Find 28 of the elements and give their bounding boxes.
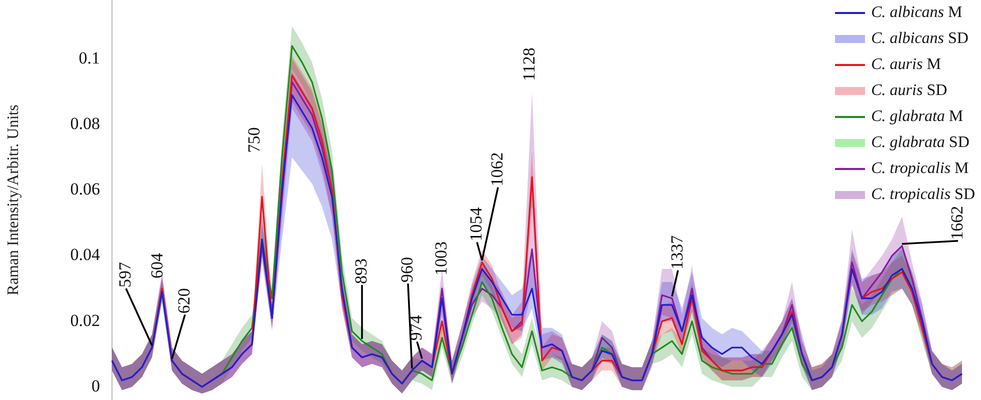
y-tick-label: 0.04 (70, 245, 100, 264)
annotation: 960 (397, 256, 416, 282)
annotation: 1054 (466, 206, 486, 242)
annotation: 1337 (667, 234, 686, 270)
y-tick-label: 0.02 (70, 310, 100, 330)
y-axis-title: Raman Intensity/Arbitr. Units (4, 104, 22, 296)
legend-label: C. albicans M (871, 3, 962, 23)
annotation: 893 (351, 258, 370, 284)
annotation: 1662 (947, 206, 966, 240)
annotation: 1003 (431, 242, 450, 276)
annotation: 974 (406, 314, 426, 341)
annotation: 604 (147, 252, 166, 279)
y-tick-label: 0.08 (70, 114, 100, 134)
legend-label: C. tropicalis M (871, 159, 969, 179)
y-tick-label: 0.1 (78, 48, 100, 68)
legend-label: C. glabrata SD (871, 133, 970, 153)
legend-label: C. tropicalis SD (871, 186, 975, 203)
annotation: 1128 (519, 48, 538, 82)
legend-label: C. auris M (871, 55, 941, 75)
annotation: 1062 (487, 152, 506, 186)
annotation: 620 (174, 288, 194, 314)
legend-label: C. glabrata M (871, 107, 964, 127)
annotation: 597 (115, 262, 134, 288)
annotation: 750 (244, 127, 264, 153)
y-tick-label: 0 (92, 376, 100, 396)
legend-label: C. auris SD (871, 81, 948, 101)
legend-label: C. albicans SD (871, 29, 968, 49)
y-tick-label: 0.06 (70, 180, 100, 199)
